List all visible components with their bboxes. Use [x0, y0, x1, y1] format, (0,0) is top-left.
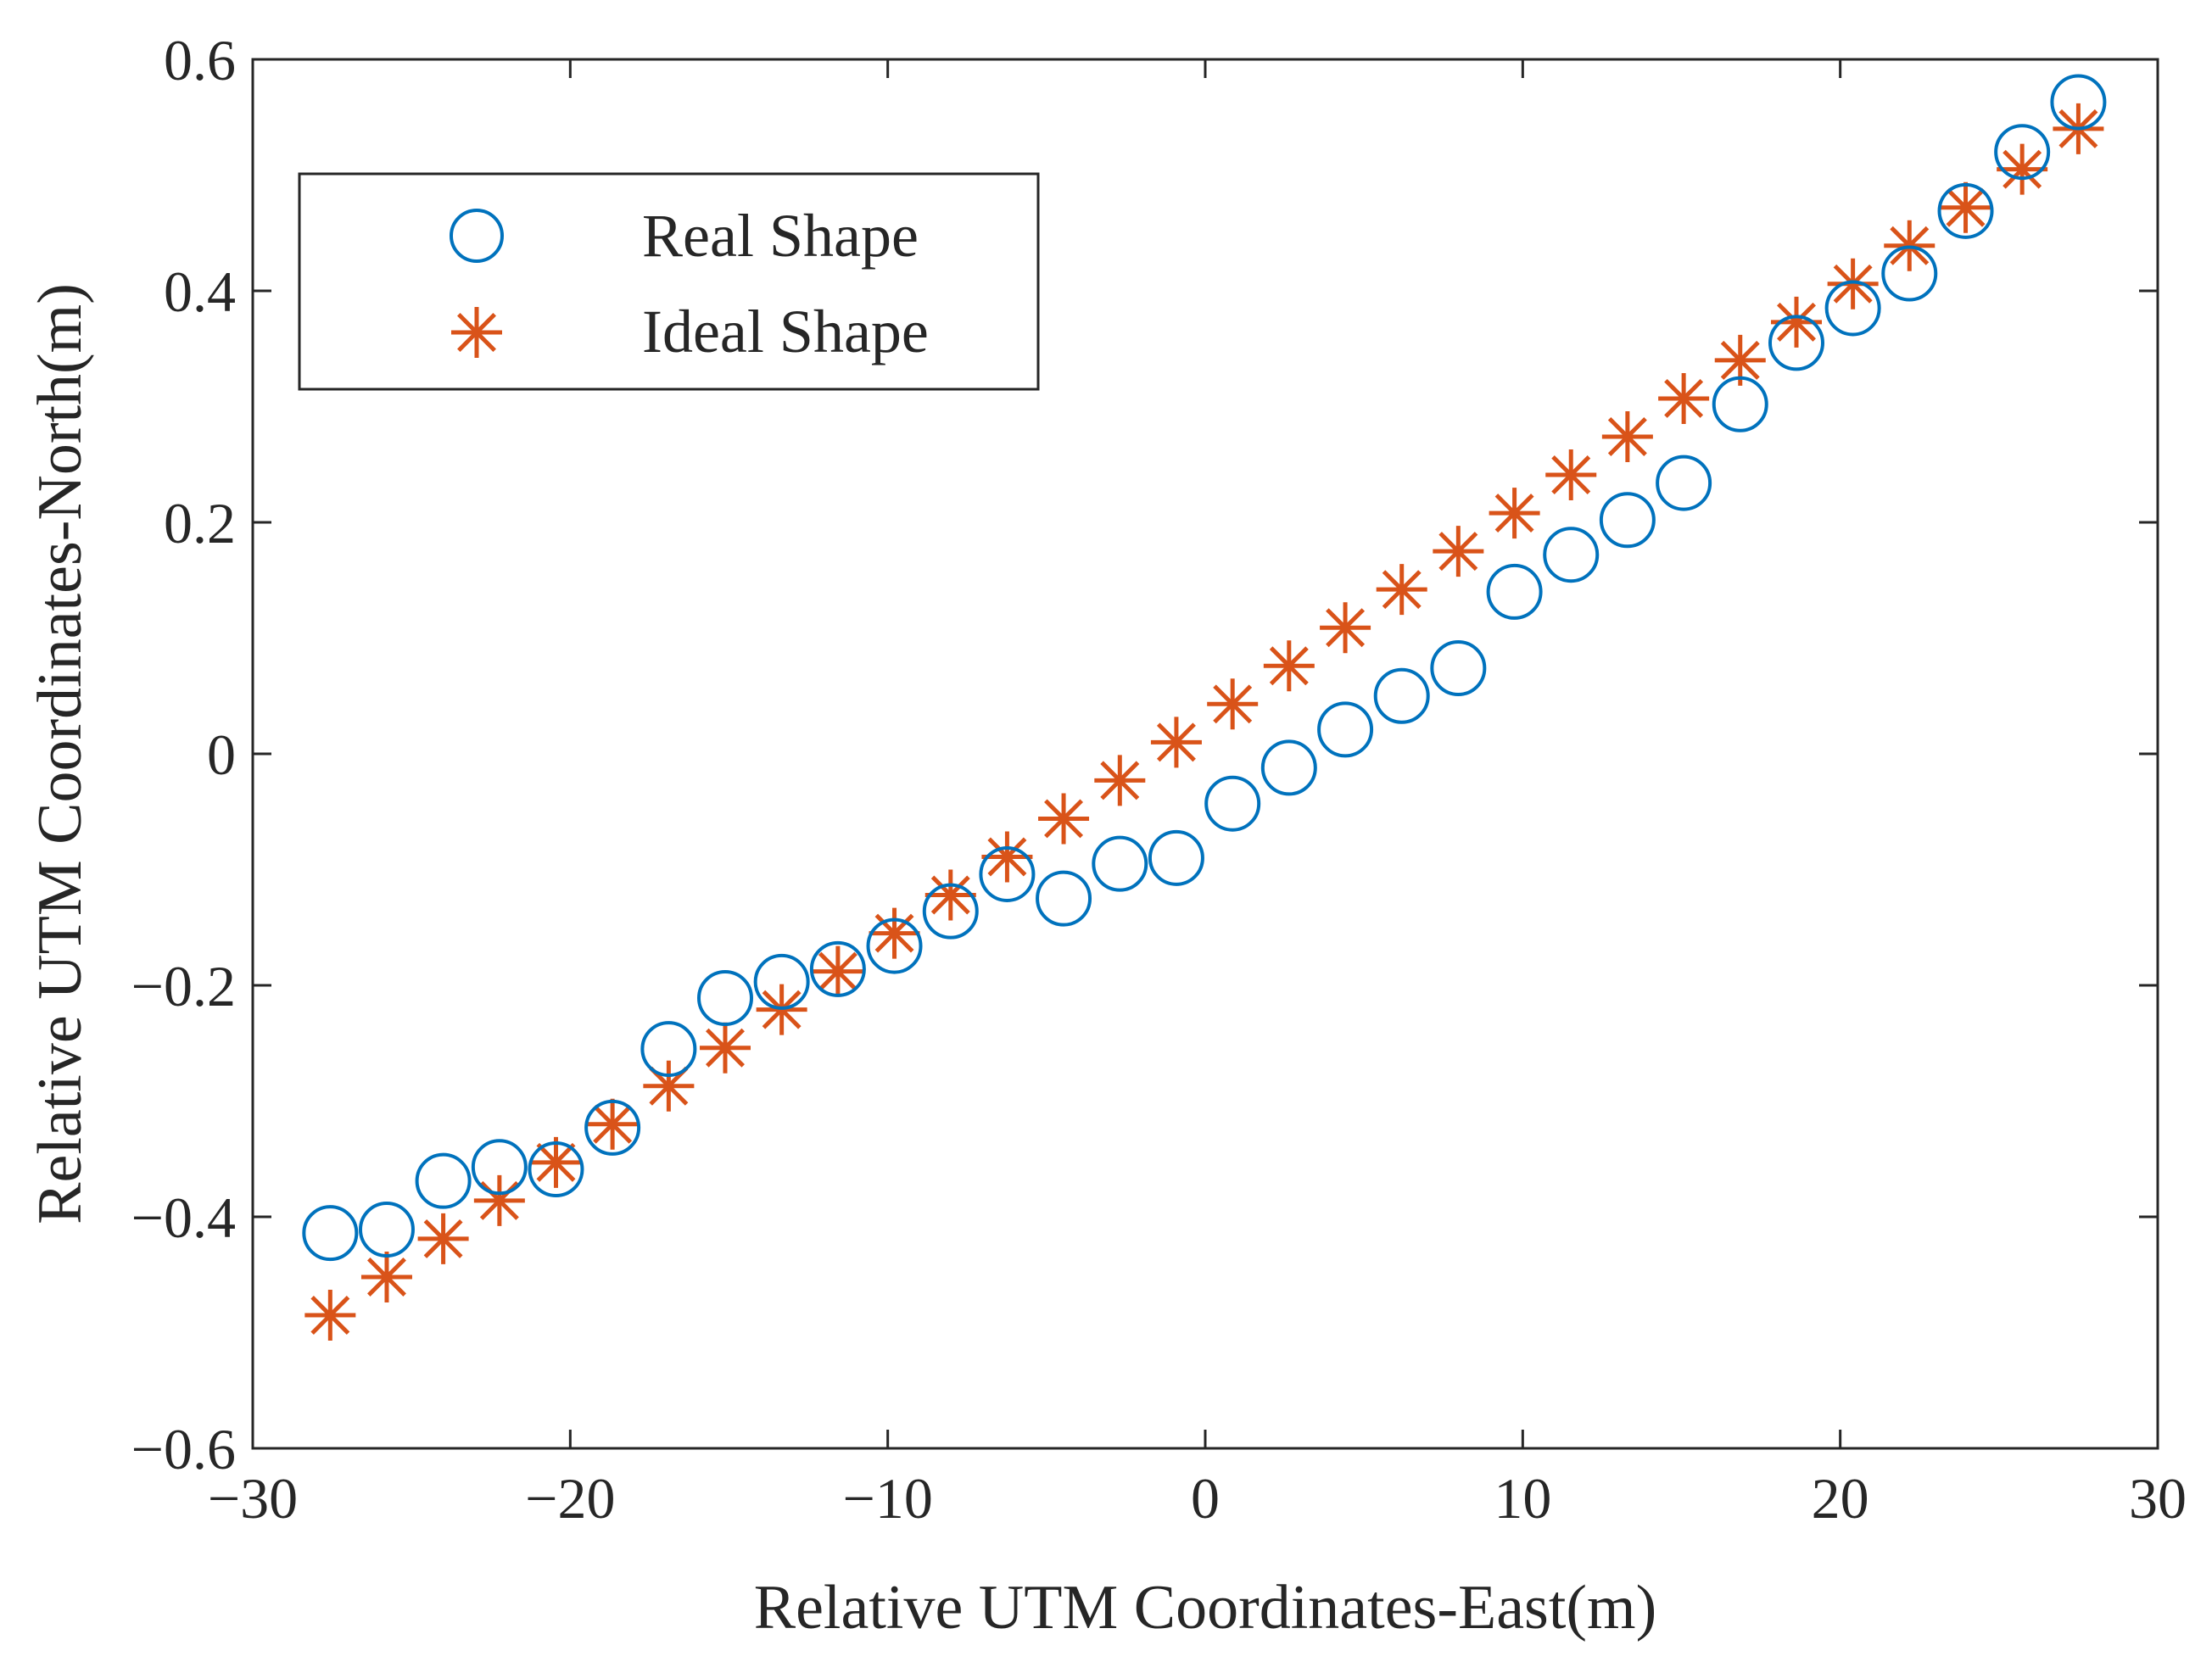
real-shape-point [1204, 775, 1261, 832]
x-tick-label: 10 [1494, 1466, 1551, 1531]
y-tick-label: 0 [207, 722, 236, 787]
real-shape-point [1768, 315, 1825, 371]
real-shape-point [2050, 74, 2107, 131]
ideal-shape-point [1489, 488, 1540, 539]
real-shape-point [1260, 739, 1317, 796]
legend-label-ideal-shape: Ideal Shape [642, 298, 929, 365]
real-shape-point [471, 1139, 528, 1196]
real-shape-point [1036, 870, 1092, 927]
real-shape-point [1317, 701, 1374, 758]
real-shape-point [753, 953, 810, 1010]
ideal-shape-point [1827, 258, 1879, 310]
real-shape-point [584, 1099, 641, 1156]
y-tick-label: −0.6 [131, 1417, 236, 1481]
ideal-shape-point [924, 869, 976, 921]
ideal-shape-point [1320, 602, 1371, 654]
ideal-shape-point [304, 1290, 356, 1341]
real-shape-point [415, 1152, 472, 1209]
real-shape-point [1430, 639, 1487, 696]
x-tick-label: 20 [1812, 1466, 1869, 1531]
legend-box [298, 172, 1040, 391]
ideal-shape-point [417, 1213, 469, 1264]
ideal-shape-point [812, 945, 863, 997]
ideal-shape-point [700, 1022, 751, 1074]
ideal-shape-point [587, 1098, 639, 1150]
ideal-shape-point [1038, 793, 1090, 845]
ideal-shape-point [1207, 678, 1259, 730]
real-shape-point [1486, 563, 1543, 620]
legend-star-icon [451, 307, 502, 358]
real-shape-point [1373, 667, 1430, 724]
real-shape-point [866, 917, 923, 974]
ideal-shape-point [1150, 717, 1202, 768]
y-tick-label: 0.4 [164, 259, 236, 324]
y-tick-label: 0.6 [164, 28, 236, 92]
real-shape-point [1543, 527, 1600, 583]
ideal-shape-point [1997, 143, 2048, 195]
real-shape-point [1824, 280, 1881, 337]
x-tick-label: −10 [842, 1466, 932, 1531]
ideal-shape-point [1601, 410, 1653, 462]
x-tick-label: 30 [2129, 1466, 2187, 1531]
ideal-shape-point [1094, 755, 1146, 806]
y-tick-label: −0.4 [131, 1185, 236, 1250]
real-shape-point [1656, 455, 1712, 511]
real-shape-point [528, 1141, 584, 1198]
ideal-shape-point [869, 907, 920, 959]
real-shape-point [1994, 124, 2051, 181]
ideal-shape-point [1263, 640, 1315, 692]
real-shape-point [1599, 492, 1656, 549]
y-axis-label: Relative UTM Coordinates-North(m) [25, 283, 95, 1224]
x-tick-label: −20 [525, 1466, 615, 1531]
ideal-shape-point [360, 1251, 412, 1302]
ideal-shape-point [1545, 449, 1597, 501]
real-shape-point [302, 1205, 359, 1262]
real-shape-point [358, 1202, 415, 1258]
real-shape-point [697, 970, 754, 1027]
x-axis-label: Relative UTM Coordinates-East(m) [754, 1573, 1657, 1642]
ideal-shape-point [1940, 181, 1991, 233]
real-shape-point [1148, 829, 1204, 886]
ideal-shape-point [1376, 564, 1427, 616]
ideal-shape-point [981, 831, 1033, 883]
real-shape-point [1712, 376, 1768, 432]
real-shape-point [809, 940, 866, 997]
legend-marker-real-shape [450, 209, 504, 263]
real-shape-point [1092, 835, 1148, 892]
real-shape-point [1937, 182, 1994, 239]
ideal-shape-point [530, 1136, 582, 1188]
real-shape-point [640, 1021, 697, 1078]
real-shape-point [1881, 245, 1938, 302]
legend-marker-ideal-shape [451, 307, 502, 358]
y-tick-label: −0.2 [131, 954, 236, 1018]
ideal-shape-point [1433, 526, 1484, 577]
y-tick-label: 0.2 [164, 491, 236, 555]
legend: Real Shape Ideal Shape [298, 172, 1040, 391]
x-tick-label: 0 [1191, 1466, 1220, 1531]
real-shape-point [979, 845, 1036, 902]
ideal-shape-point [1658, 372, 1710, 424]
ideal-shape-point [473, 1174, 525, 1226]
legend-label-real-shape: Real Shape [642, 202, 919, 270]
real-shape-point [922, 883, 979, 940]
x-tick-label: −30 [208, 1466, 298, 1531]
